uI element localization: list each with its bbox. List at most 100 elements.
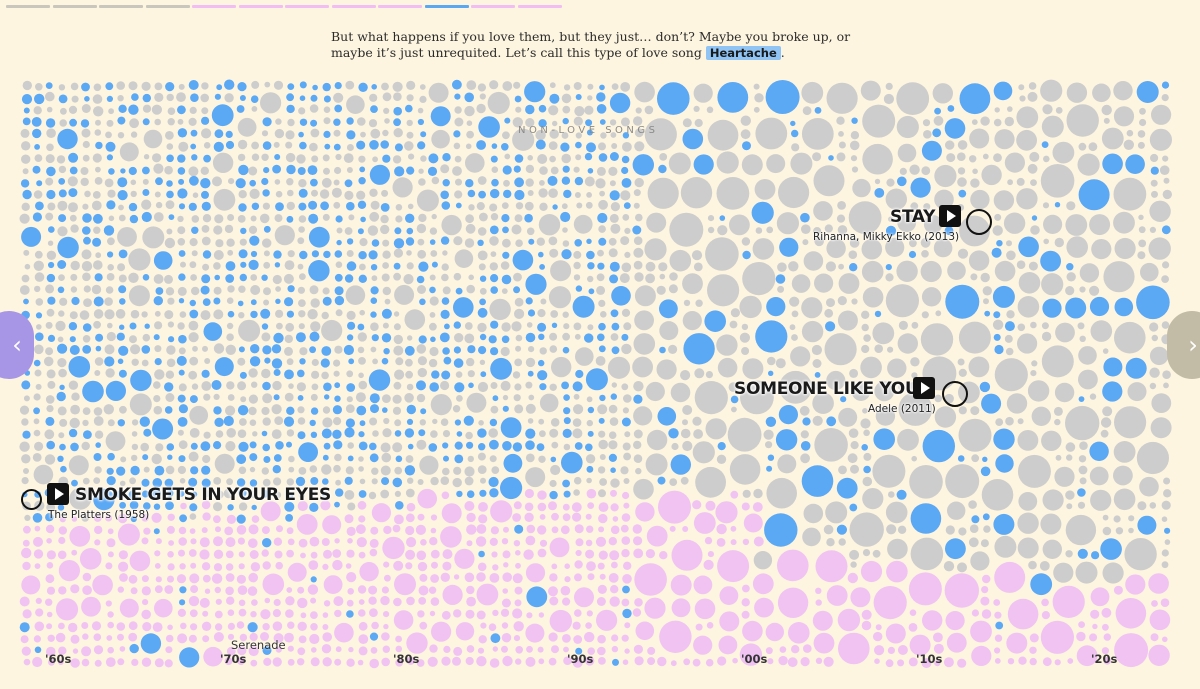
song-bubble[interactable]: [764, 513, 798, 547]
song-bubble[interactable]: [192, 192, 199, 198]
song-bubble[interactable]: [1092, 83, 1111, 103]
song-bubble[interactable]: [610, 393, 617, 400]
song-bubble[interactable]: [429, 239, 436, 245]
song-bubble[interactable]: [742, 250, 751, 260]
song-bubble[interactable]: [263, 287, 271, 296]
song-bubble[interactable]: [369, 164, 390, 185]
song-bubble[interactable]: [154, 563, 161, 569]
song-bubble[interactable]: [35, 597, 42, 605]
song-bubble[interactable]: [226, 322, 234, 330]
song-bubble[interactable]: [600, 132, 607, 139]
song-bubble[interactable]: [574, 587, 594, 608]
song-bubble[interactable]: [107, 621, 114, 629]
song-bubble[interactable]: [142, 622, 152, 632]
song-bubble[interactable]: [359, 478, 366, 485]
song-bubble[interactable]: [1007, 658, 1015, 665]
song-bubble[interactable]: [35, 332, 44, 342]
song-bubble[interactable]: [585, 368, 608, 391]
song-bubble[interactable]: [524, 488, 535, 499]
song-bubble[interactable]: [57, 455, 64, 462]
song-bubble[interactable]: [623, 478, 630, 484]
song-bubble[interactable]: [693, 512, 716, 534]
song-bubble[interactable]: [646, 525, 668, 547]
song-bubble[interactable]: [418, 597, 427, 605]
song-bubble[interactable]: [117, 190, 128, 201]
song-bubble[interactable]: [93, 106, 104, 117]
song-bubble[interactable]: [1114, 321, 1146, 354]
song-bubble[interactable]: [563, 394, 570, 401]
song-bubble[interactable]: [202, 250, 212, 259]
song-bubble[interactable]: [310, 611, 318, 619]
song-bubble[interactable]: [177, 188, 188, 199]
song-bubble[interactable]: [107, 551, 114, 558]
song-bubble[interactable]: [440, 476, 450, 486]
song-bubble[interactable]: [131, 431, 138, 437]
song-bubble[interactable]: [324, 394, 330, 400]
song-bubble[interactable]: [873, 428, 895, 451]
song-bubble[interactable]: [416, 223, 427, 234]
song-bubble[interactable]: [419, 419, 426, 426]
song-bubble[interactable]: [945, 525, 955, 535]
song-bubble[interactable]: [1149, 200, 1171, 222]
song-bubble[interactable]: [524, 502, 534, 512]
song-bubble[interactable]: [321, 428, 332, 439]
song-bubble[interactable]: [23, 525, 31, 534]
song-bubble[interactable]: [430, 527, 437, 534]
song-bubble[interactable]: [275, 441, 284, 450]
song-bubble[interactable]: [347, 538, 353, 544]
song-bubble[interactable]: [538, 104, 547, 113]
song-bubble[interactable]: [490, 357, 512, 380]
song-bubble[interactable]: [104, 178, 114, 188]
song-bubble[interactable]: [225, 130, 233, 138]
song-bubble[interactable]: [131, 419, 139, 426]
song-bubble[interactable]: [1065, 214, 1088, 236]
song-bubble[interactable]: [358, 599, 365, 605]
song-bubble[interactable]: [861, 260, 884, 283]
song-bubble[interactable]: [645, 549, 656, 559]
song-bubble[interactable]: [381, 189, 389, 197]
song-bubble[interactable]: [573, 635, 583, 644]
song-bubble[interactable]: [766, 465, 773, 472]
song-bubble[interactable]: [226, 381, 235, 390]
song-bubble[interactable]: [514, 404, 524, 414]
song-bubble[interactable]: [812, 610, 833, 631]
song-bubble[interactable]: [611, 346, 620, 355]
song-bubble[interactable]: [299, 347, 308, 356]
song-bubble[interactable]: [597, 404, 608, 415]
song-bubble[interactable]: [574, 560, 583, 569]
song-bubble[interactable]: [561, 203, 568, 210]
song-bubble[interactable]: [587, 168, 594, 174]
song-bubble[interactable]: [297, 417, 306, 425]
song-bubble[interactable]: [525, 440, 535, 451]
song-bubble[interactable]: [323, 575, 343, 594]
song-bubble[interactable]: [1040, 620, 1074, 654]
song-bubble[interactable]: [1128, 527, 1134, 534]
song-bubble[interactable]: [1065, 514, 1097, 546]
song-bubble[interactable]: [322, 478, 329, 485]
song-bubble[interactable]: [214, 417, 224, 427]
song-bubble[interactable]: [861, 344, 870, 354]
song-bubble[interactable]: [119, 298, 126, 305]
song-bubble[interactable]: [968, 250, 990, 271]
song-bubble[interactable]: [514, 524, 524, 534]
song-bubble[interactable]: [586, 129, 593, 136]
song-bubble[interactable]: [117, 358, 124, 365]
song-bubble[interactable]: [525, 178, 534, 187]
song-bubble[interactable]: [1136, 285, 1170, 320]
song-bubble[interactable]: [142, 118, 150, 126]
song-bubble[interactable]: [55, 320, 66, 331]
song-bubble[interactable]: [635, 107, 642, 114]
song-bubble[interactable]: [453, 321, 461, 329]
song-bubble[interactable]: [118, 285, 127, 294]
song-bubble[interactable]: [658, 262, 668, 272]
song-bubble[interactable]: [716, 523, 727, 535]
song-bubble[interactable]: [598, 225, 606, 233]
song-bubble[interactable]: [94, 539, 101, 546]
song-bubble[interactable]: [286, 178, 294, 186]
song-bubble[interactable]: [1055, 322, 1075, 343]
song-bubble[interactable]: [285, 514, 293, 522]
song-bubble[interactable]: [609, 213, 619, 223]
song-bubble[interactable]: [959, 83, 991, 115]
song-bubble[interactable]: [21, 94, 33, 105]
song-bubble[interactable]: [189, 513, 197, 520]
